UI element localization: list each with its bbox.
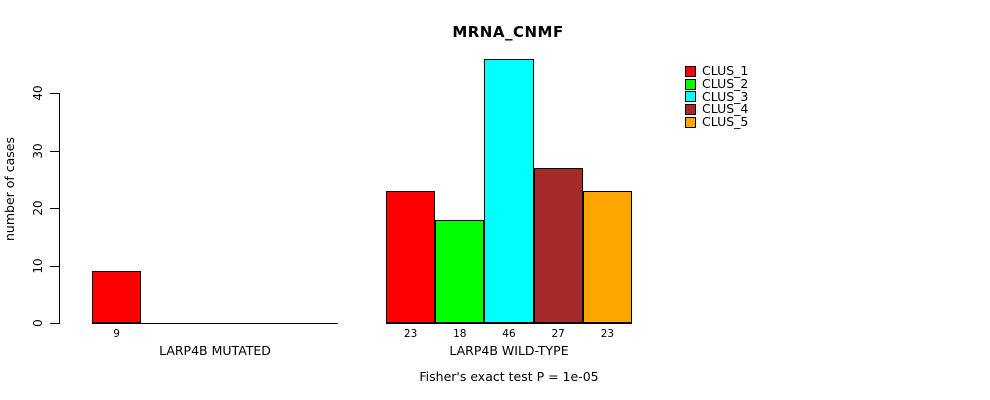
bar-clus_1 [386, 190, 436, 323]
bar-clus_3 [484, 58, 534, 323]
y-tick-label: 30 [31, 142, 45, 159]
baseline [92, 323, 338, 324]
chart-title: MRNA_CNMF [452, 23, 564, 41]
y-axis-tick [50, 323, 59, 324]
legend-swatch-clus_1 [685, 65, 696, 77]
legend-item: CLUS_2 [685, 76, 749, 92]
y-axis-line [59, 93, 60, 324]
legend-label: CLUS_4 [702, 101, 749, 117]
y-tick-label: 10 [31, 257, 45, 274]
bar-value-label: 23 [403, 328, 418, 340]
legend-swatch-clus_3 [685, 91, 696, 103]
legend: CLUS_1 CLUS_2 CLUS_3 CLUS_4 CLUS_5 [685, 65, 748, 128]
legend-swatch-clus_4 [685, 103, 696, 115]
y-axis-tick [50, 265, 59, 267]
y-axis-tick [50, 208, 59, 209]
legend-item: CLUS_4 [685, 103, 748, 116]
legend-label: CLUS_3 [702, 88, 749, 104]
bar-clus_2 [435, 219, 485, 323]
bar-value-label: 27 [551, 328, 565, 340]
baseline [386, 323, 632, 324]
bar-value-label: 23 [600, 328, 615, 340]
legend-label: CLUS_2 [702, 76, 749, 92]
legend-label: CLUS_1 [702, 63, 749, 79]
y-tick-label: 40 [31, 85, 45, 101]
legend-swatch-clus_5 [685, 116, 696, 128]
bar-value-label: 9 [113, 328, 120, 340]
legend-swatch-clus_2 [685, 78, 696, 90]
y-axis-label: number of cases [2, 136, 17, 242]
group-label-wildtype: LARP4B WILD-TYPE [449, 343, 569, 358]
bar-clus_1 [92, 271, 142, 323]
y-tick-label: 20 [31, 200, 45, 216]
legend-item: CLUS_5 [685, 114, 749, 130]
y-tick-label: 0 [31, 319, 45, 327]
legend-item: CLUS_1 [685, 65, 748, 78]
y-axis-tick [50, 150, 59, 152]
y-axis-tick [50, 93, 59, 94]
bar-clus_5 [582, 190, 632, 323]
legend-label: CLUS_5 [702, 114, 749, 130]
bar-value-label: 18 [453, 328, 467, 340]
bar-clus_4 [533, 167, 583, 323]
fisher-test-caption: Fisher's exact test P = 1e-05 [419, 369, 599, 384]
group-label-mutated: LARP4B MUTATED [159, 343, 271, 358]
bar-value-label: 46 [502, 328, 516, 340]
legend-item: CLUS_3 [685, 90, 748, 103]
